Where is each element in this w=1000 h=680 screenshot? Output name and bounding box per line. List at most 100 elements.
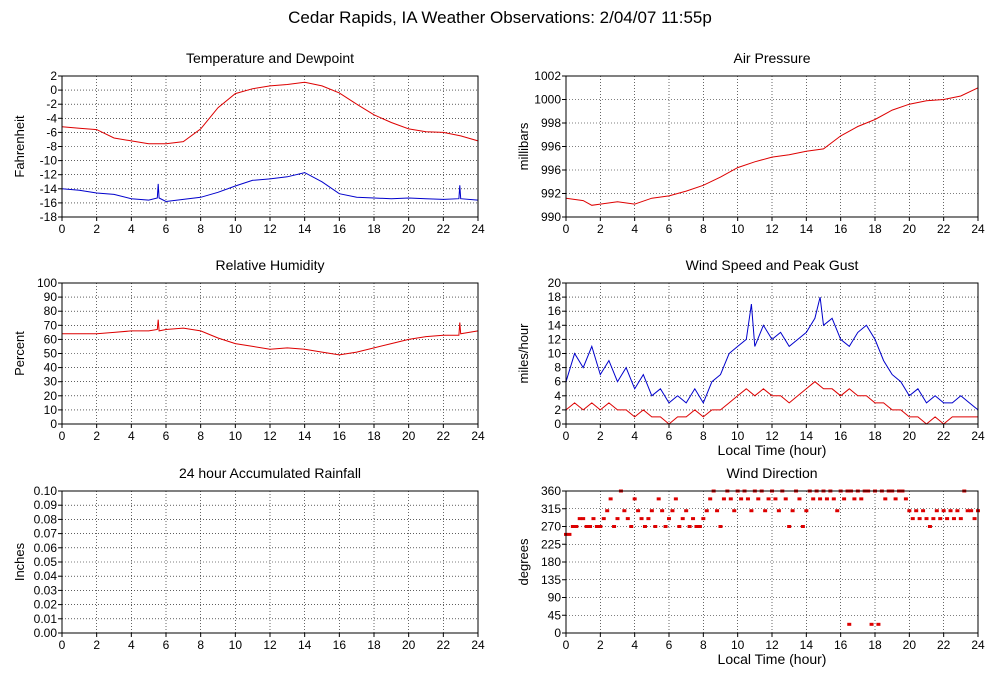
rain-ytick-label: 0.07 — [34, 527, 58, 541]
winddir-point — [715, 509, 720, 513]
humidity-ytick-label: 30 — [44, 375, 58, 389]
wind-x-axis-label: Local Time (hour) — [718, 442, 827, 458]
winddir-point — [680, 517, 685, 521]
winddir-point — [927, 525, 932, 528]
winddir-xtick-label: 22 — [937, 638, 951, 652]
wind-ytick-label: 8 — [554, 361, 561, 375]
winddir-point — [893, 497, 898, 501]
winddir-point — [910, 517, 915, 521]
humidity-xtick-label: 4 — [128, 429, 135, 443]
wind-xtick-label: 20 — [903, 429, 917, 443]
wind-xtick-label: 12 — [765, 429, 779, 443]
winddir-point — [921, 509, 926, 513]
temp-xtick-label: 16 — [333, 222, 347, 236]
chart-humidity: 0 2 4 6 8 10 12 14 16 18 20 22 240102030405060708090… — [12, 257, 485, 443]
pressure-xtick-label: 6 — [666, 222, 673, 236]
humidity-xtick-label: 6 — [163, 429, 170, 443]
temp-series-line-1 — [61, 172, 479, 203]
rain-xtick-label: 22 — [437, 638, 451, 652]
rain-xtick-label: 12 — [263, 638, 277, 652]
humidity-xtick-label: 24 — [471, 429, 485, 443]
pressure-ytick-label: 1002 — [534, 69, 561, 83]
temp-ytick-label: -6 — [46, 125, 57, 139]
humidity-ytick-label: 100 — [37, 276, 57, 290]
winddir-point — [958, 517, 963, 521]
winddir-point — [787, 525, 792, 528]
winddir-point — [811, 497, 816, 501]
wind-xtick-label: 16 — [834, 429, 848, 443]
rain-xtick-label: 20 — [402, 638, 416, 652]
wind-ytick-label: 2 — [554, 403, 561, 417]
winddir-xtick-label: 0 — [563, 638, 570, 652]
winddir-xtick-label: 6 — [666, 638, 673, 652]
winddir-point — [876, 622, 881, 626]
rain-ytick-label: 0.00 — [34, 626, 58, 640]
winddir-point — [670, 509, 675, 513]
winddir-point — [636, 509, 641, 513]
winddir-point — [934, 509, 939, 513]
winddir-point — [869, 622, 874, 626]
pressure-xtick-label: 4 — [631, 222, 638, 236]
rain-ytick-label: 0.08 — [34, 512, 58, 526]
rain-ytick-label: 0.01 — [34, 612, 58, 626]
winddir-point — [684, 509, 689, 513]
pressure-xtick-label: 16 — [834, 222, 848, 236]
pressure-xtick-label: 14 — [800, 222, 814, 236]
winddir-point — [629, 525, 634, 528]
page-title: Cedar Rapids, IA Weather Observations: 2… — [288, 8, 712, 27]
winddir-point — [773, 497, 778, 501]
rain-xtick-label: 16 — [333, 638, 347, 652]
wind-xtick-label: 24 — [971, 429, 985, 443]
winddir-point — [701, 517, 706, 521]
winddir-point — [574, 525, 579, 528]
winddir-point — [677, 525, 682, 528]
winddir-point — [663, 525, 668, 528]
wind-ytick-label: 6 — [554, 375, 561, 389]
winddir-ytick-label: 315 — [541, 502, 561, 516]
chart-wind: 0 2 4 6 8 10 12 14 16 18 20 22 2402468101214161820Wi… — [516, 257, 985, 458]
rain-ytick-label: 0.02 — [34, 598, 58, 612]
winddir-point — [622, 509, 627, 513]
pressure-y-axis-label: millibars — [516, 122, 531, 170]
winddir-ytick-label: 225 — [541, 537, 561, 551]
temp-ytick-label: -4 — [46, 111, 57, 125]
humidity-ytick-label: 90 — [44, 290, 58, 304]
temp-ytick-label: 0 — [50, 83, 57, 97]
temp-chart-title: Temperature and Dewpoint — [186, 50, 354, 66]
winddir-point — [903, 497, 908, 501]
humidity-series-line-0 — [62, 319, 479, 356]
winddir-xtick-label: 20 — [903, 638, 917, 652]
temp-ytick-label: 2 — [50, 69, 57, 83]
winddir-point — [732, 509, 737, 513]
rain-ytick-label: 0.03 — [34, 583, 58, 597]
humidity-ytick-label: 10 — [44, 403, 58, 417]
pressure-ytick-label: 992 — [541, 187, 561, 201]
pressure-xtick-label: 24 — [971, 222, 985, 236]
temp-xtick-label: 10 — [229, 222, 243, 236]
winddir-point — [667, 517, 671, 521]
humidity-xtick-label: 8 — [197, 429, 204, 443]
winddir-point — [745, 497, 750, 501]
rain-xtick-label: 8 — [197, 638, 204, 652]
winddir-point — [646, 517, 651, 521]
winddir-point — [763, 509, 768, 513]
pressure-xtick-label: 10 — [731, 222, 745, 236]
humidity-ytick-label: 20 — [44, 389, 58, 403]
winddir-point — [739, 497, 744, 501]
temp-xtick-label: 4 — [128, 222, 135, 236]
rain-xtick-label: 4 — [128, 638, 135, 652]
wind-ytick-label: 20 — [548, 276, 562, 290]
humidity-ytick-label: 70 — [44, 318, 58, 332]
winddir-point — [649, 509, 654, 513]
temp-xtick-label: 2 — [93, 222, 100, 236]
temp-xtick-label: 12 — [263, 222, 277, 236]
temp-y-axis-label: Fahrenheit — [12, 115, 27, 178]
pressure-ytick-label: 1000 — [534, 93, 561, 107]
winddir-point — [948, 509, 953, 513]
humidity-ytick-label: 0 — [50, 417, 57, 431]
humidity-y-axis-label: Percent — [12, 331, 27, 376]
winddir-point — [790, 509, 795, 513]
temp-ytick-label: -10 — [40, 154, 58, 168]
humidity-xtick-label: 16 — [333, 429, 347, 443]
